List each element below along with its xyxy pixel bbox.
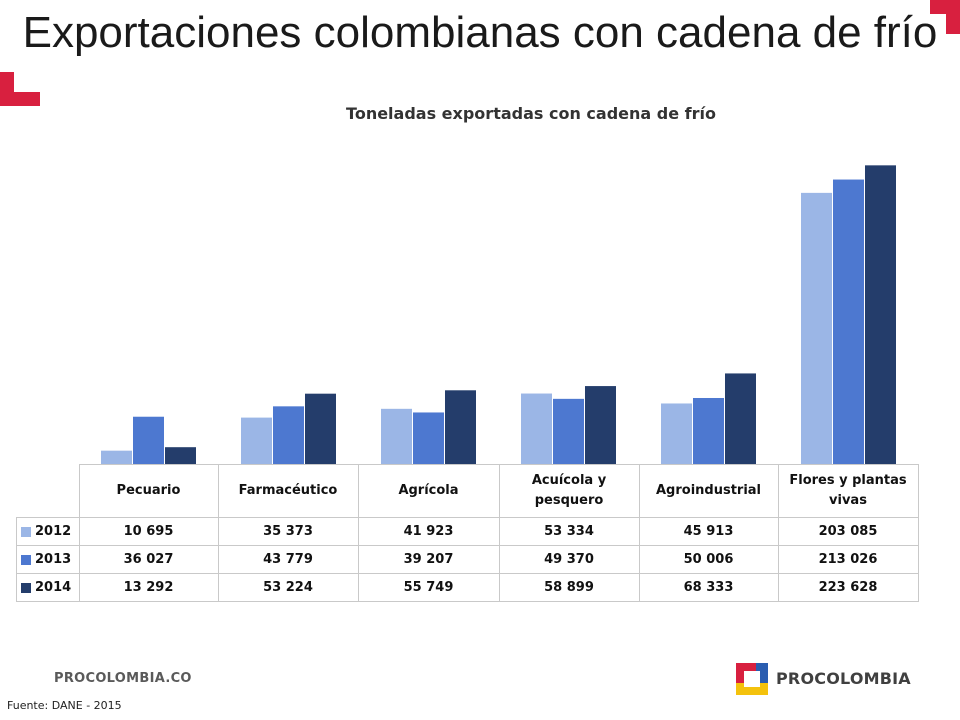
data-table: Pecuario Farmacéutico Agrícola Acuícola …	[16, 464, 919, 602]
legend-key-2013	[21, 554, 31, 565]
slide-title: Exportaciones colombianas con cadena de …	[22, 8, 938, 57]
series-name: 2014	[35, 580, 72, 595]
bar-2014-5	[865, 165, 896, 465]
bar-2014-2	[445, 390, 476, 465]
category-header: Farmacéutico	[217, 464, 359, 518]
table-cell: 58 899	[498, 573, 640, 602]
table-cell: 53 334	[498, 517, 640, 546]
table-row: 2013 36 027 43 779 39 207 49 370 50 006 …	[16, 545, 919, 574]
category-header: Flores y plantas vivas	[777, 464, 919, 518]
bar-2012-0	[101, 450, 132, 465]
bar-2013-4	[693, 397, 724, 465]
bar-2014-4	[725, 373, 756, 465]
table-cell: 10 695	[78, 517, 219, 546]
bar-2013-0	[133, 416, 164, 465]
table-cell: 35 373	[217, 517, 359, 546]
bar-2012-5	[801, 192, 832, 466]
series-name: 2012	[35, 524, 72, 539]
series-name: 2013	[35, 552, 72, 567]
table-cell: 68 333	[638, 573, 779, 602]
table-row: 2012 10 695 35 373 41 923 53 334 45 913 …	[16, 517, 919, 546]
footer-url: PROCOLOMBIA.CO	[54, 671, 192, 686]
category-header: Pecuario	[78, 464, 219, 518]
table-row: 2014 13 292 53 224 55 749 58 899 68 333 …	[16, 573, 919, 602]
bar-2012-4	[661, 403, 692, 465]
bar-2013-5	[833, 179, 864, 465]
logo-mark-icon	[736, 663, 768, 695]
table-cell: 223 628	[777, 573, 919, 602]
table-cell: 43 779	[217, 545, 359, 574]
table-cell: 55 749	[357, 573, 500, 602]
legend-cell: 2013	[16, 545, 80, 574]
table-cell: 41 923	[357, 517, 500, 546]
table-header-row: Pecuario Farmacéutico Agrícola Acuícola …	[16, 464, 919, 518]
bar-2013-1	[273, 406, 304, 465]
bar-2013-3	[553, 398, 584, 465]
logo-text: PROCOLOMBIA	[776, 669, 911, 688]
table-cell: 39 207	[357, 545, 500, 574]
table-corner	[16, 464, 80, 518]
legend-key-2014	[21, 582, 31, 593]
table-cell: 203 085	[777, 517, 919, 546]
category-label: Flores y plantas vivas	[789, 473, 907, 508]
legend-cell: 2012	[16, 517, 80, 546]
bar-2014-0	[165, 447, 196, 465]
source-note: Fuente: DANE - 2015	[7, 699, 122, 712]
category-label: Acuícola y pesquero	[531, 473, 607, 508]
table-cell: 213 026	[777, 545, 919, 574]
category-header: Agroindustrial	[638, 464, 779, 518]
bar-2012-3	[521, 393, 552, 465]
table-cell: 53 224	[217, 573, 359, 602]
bar-2012-2	[381, 408, 412, 465]
procolombia-logo: PROCOLOMBIA	[734, 661, 924, 697]
corner-bracket-decoration	[0, 72, 40, 106]
bar-2014-3	[585, 386, 616, 465]
bar-2014-1	[305, 393, 336, 465]
legend-key-2012	[21, 526, 31, 537]
table-cell: 45 913	[638, 517, 779, 546]
table-cell: 13 292	[78, 573, 219, 602]
table-cell: 50 006	[638, 545, 779, 574]
bar-2013-2	[413, 412, 444, 465]
bar-2012-1	[241, 417, 272, 465]
legend-cell: 2014	[16, 573, 80, 602]
category-header: Agrícola	[357, 464, 500, 518]
table-cell: 49 370	[498, 545, 640, 574]
category-header: Acuícola y pesquero	[498, 464, 640, 518]
table-cell: 36 027	[78, 545, 219, 574]
chart-title: Toneladas exportadas con cadena de frío	[346, 104, 716, 123]
corner-bracket-decoration-right	[930, 0, 960, 34]
